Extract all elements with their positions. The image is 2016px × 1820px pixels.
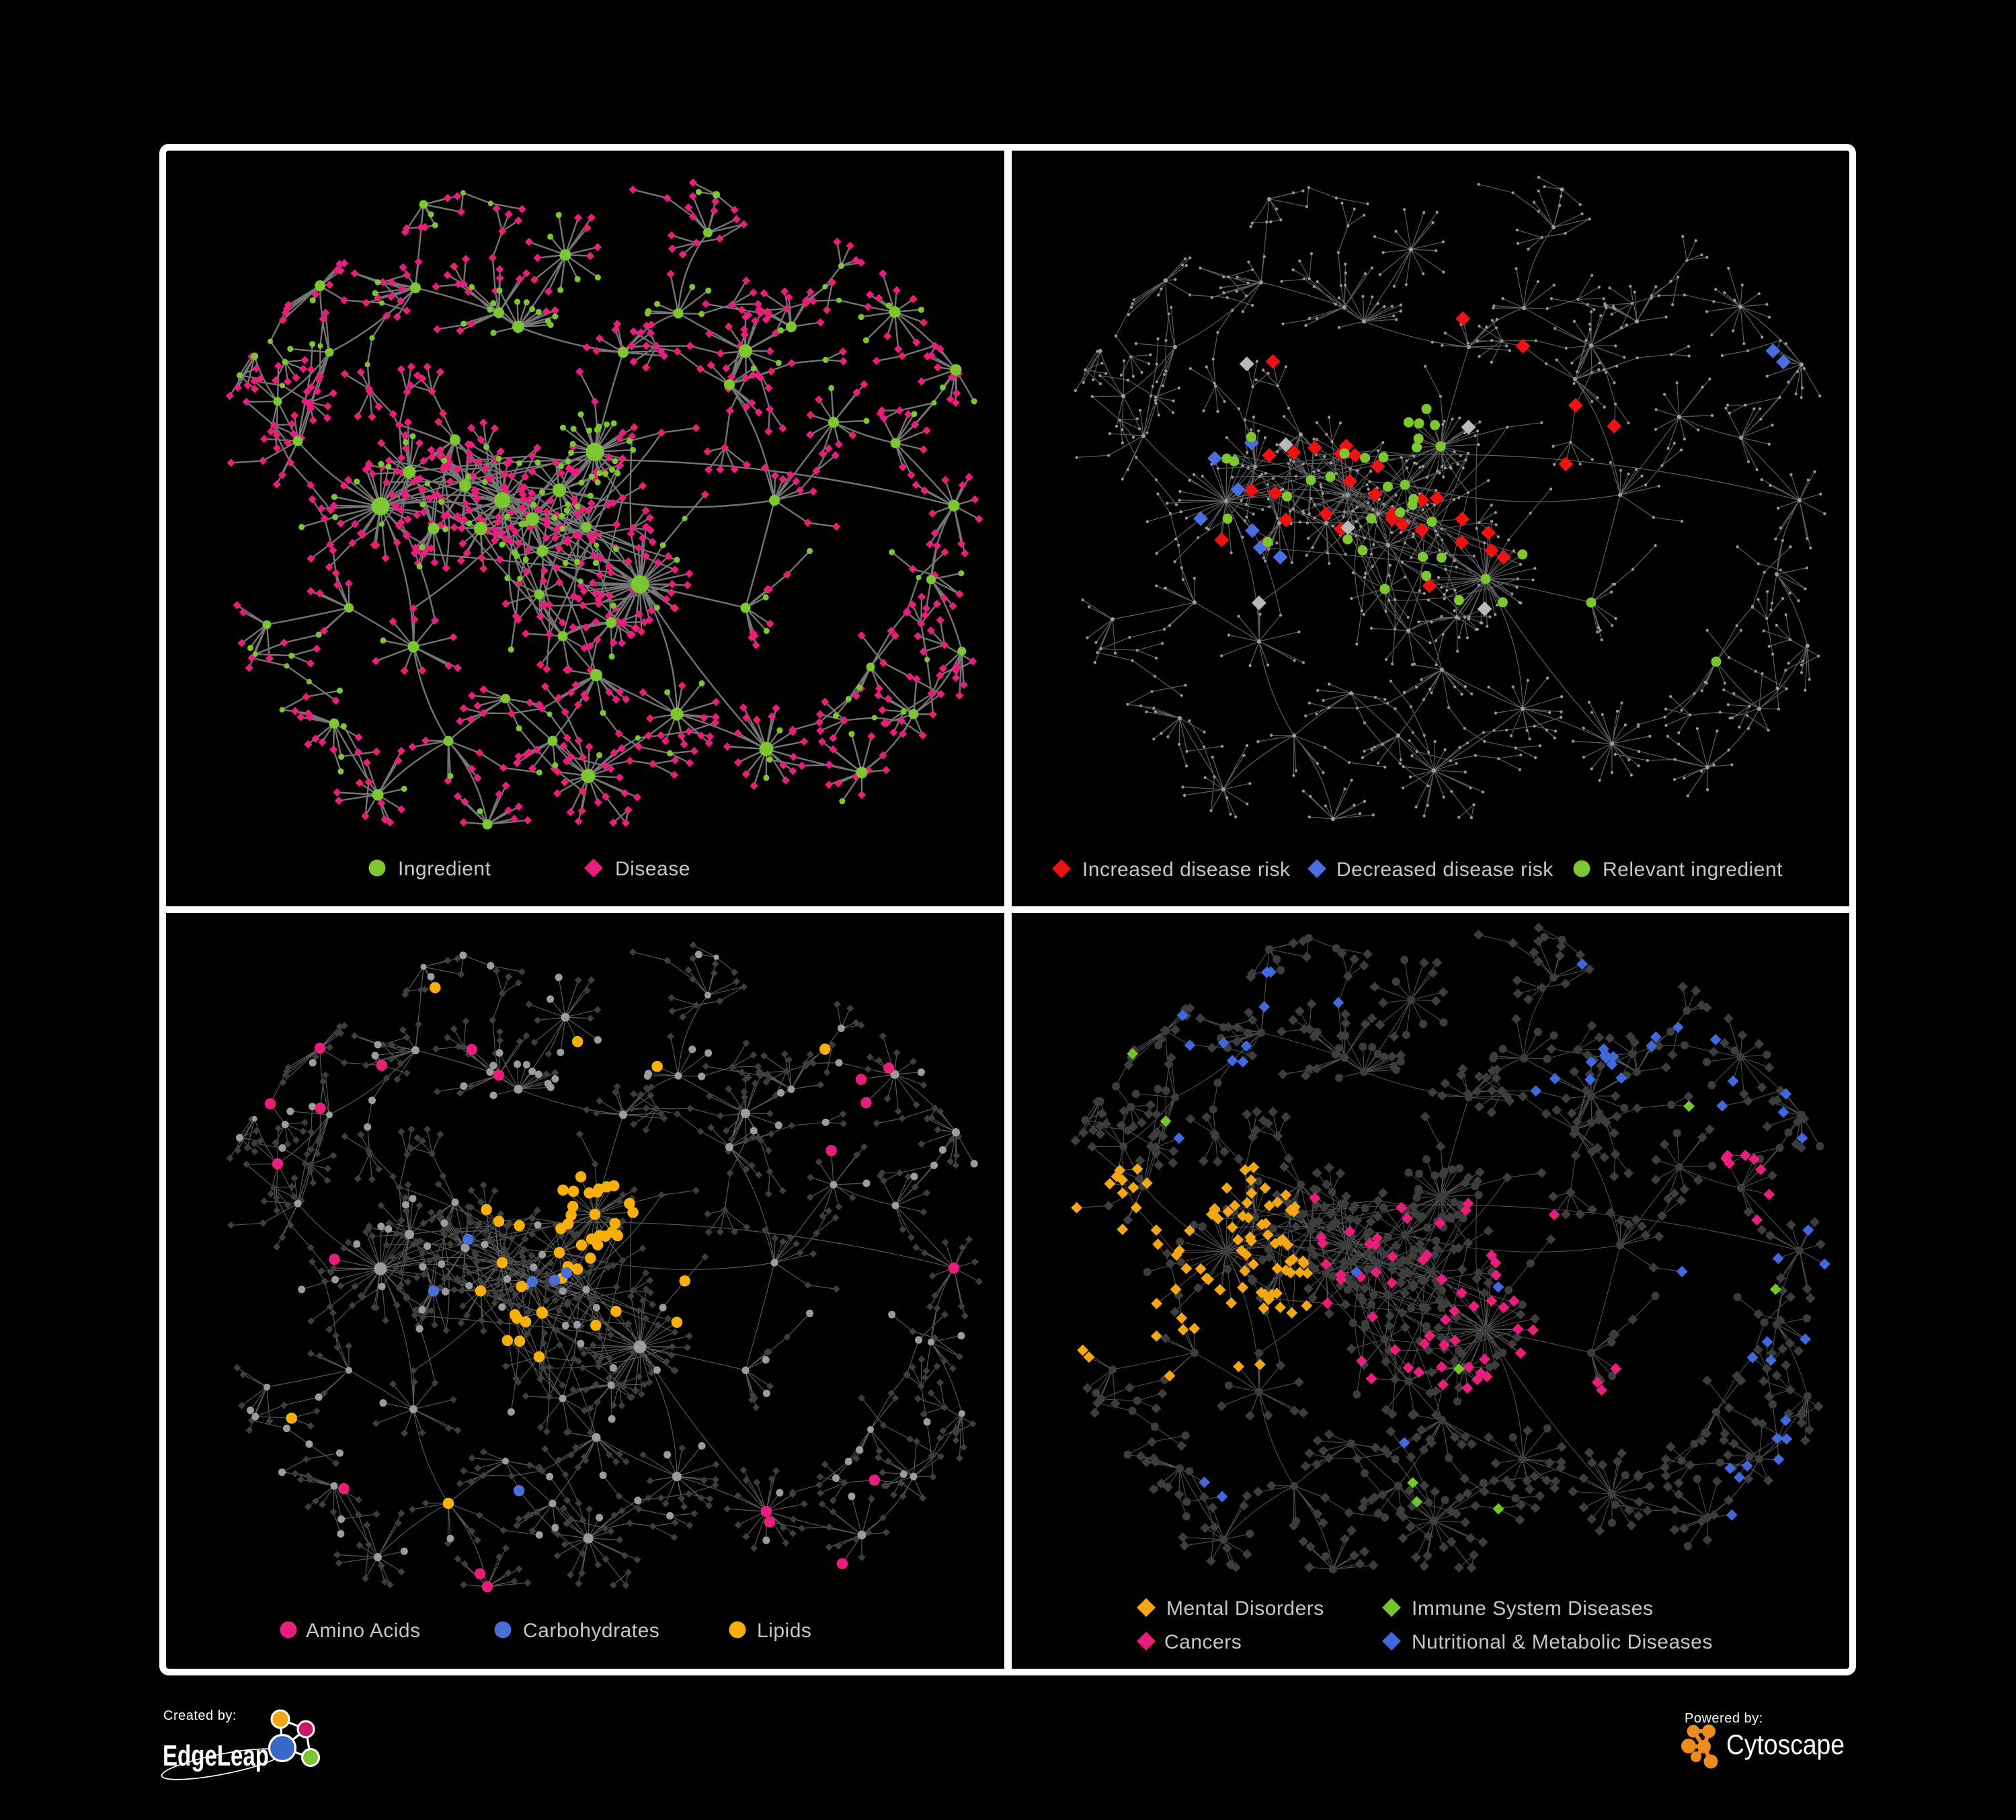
svg-text:EdgeLeap: EdgeLeap <box>163 1739 269 1772</box>
svg-text:Mental Disorders: Mental Disorders <box>1166 1597 1324 1620</box>
svg-text:Cancers: Cancers <box>1164 1631 1242 1653</box>
svg-text:Amino Acids: Amino Acids <box>306 1620 421 1642</box>
svg-text:Cytoscape: Cytoscape <box>1726 1729 1845 1760</box>
svg-text:Decreased disease risk: Decreased disease risk <box>1336 859 1554 881</box>
svg-text:Nutritional & Metabolic Diseas: Nutritional & Metabolic Diseases <box>1412 1631 1713 1653</box>
svg-text:Relevant ingredient: Relevant ingredient <box>1603 859 1783 881</box>
svg-text:Disease: Disease <box>615 858 690 880</box>
svg-text:Created by:: Created by: <box>163 1708 237 1723</box>
svg-text:Lipids: Lipids <box>757 1620 811 1642</box>
svg-text:Powered by:: Powered by: <box>1685 1711 1763 1726</box>
svg-text:Carbohydrates: Carbohydrates <box>523 1620 659 1642</box>
svg-text:Increased disease risk: Increased disease risk <box>1082 859 1291 881</box>
svg-text:Immune System Diseases: Immune System Diseases <box>1412 1597 1653 1620</box>
svg-text:Ingredient: Ingredient <box>398 858 491 880</box>
